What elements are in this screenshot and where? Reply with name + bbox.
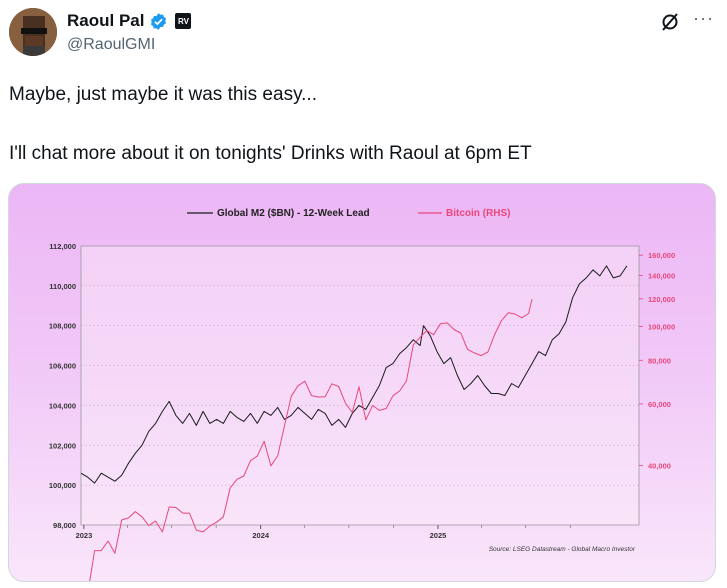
avatar[interactable] [9, 8, 57, 56]
plot-area [80, 245, 640, 526]
y-left-tick-label: 104,000 [49, 401, 76, 410]
more-options-button[interactable]: ··· [693, 8, 714, 28]
author-name[interactable]: Raoul Pal [67, 11, 145, 30]
y-right-tick-label: 40,000 [648, 461, 671, 470]
tweet-text-line1: Maybe, just maybe it was this easy... [9, 84, 317, 105]
chart-image[interactable]: 98,000 100,000 102,000 104,000 106,000 108,00… [8, 183, 716, 582]
y-right-tick-label: 100,000 [648, 322, 675, 331]
series-line-global-m2 [80, 265, 628, 484]
y-left-tick-label: 112,000 [49, 242, 76, 251]
chart: 98,000 100,000 102,000 104,000 106,000 108,00… [49, 208, 675, 581]
y-left-tick-label: 98,000 [53, 521, 76, 530]
verified-badge-icon [151, 12, 167, 30]
y-left-tick-label: 110,000 [49, 282, 76, 291]
x-tick-label: 2023 [76, 531, 93, 540]
y-right-tick-label: 160,000 [648, 251, 675, 260]
tweet-text-line2: I'll chat more about it on tonights' Dri… [9, 143, 532, 164]
chart-source-note: Source: LSEG Datastream - Global Macro I… [489, 546, 636, 553]
legend-label-btc: Bitcoin (RHS) [446, 208, 510, 219]
y-left-tick-label: 106,000 [49, 362, 76, 371]
y-left-tick-label: 108,000 [49, 322, 76, 331]
author-handle[interactable]: @RaoulGMI [67, 36, 156, 53]
y-left-tick-label: 102,000 [49, 441, 76, 450]
y-right-tick-label: 60,000 [648, 400, 671, 409]
legend-label-m2: Global M2 ($BN) - 12-Week Lead [217, 208, 370, 219]
grok-icon[interactable] [660, 12, 680, 32]
x-tick-label: 2025 [430, 531, 447, 540]
y-left-tick-label: 100,000 [49, 481, 76, 490]
pixel-art-avatar-icon [9, 8, 57, 56]
y-right-tick-label: 140,000 [648, 271, 675, 280]
y-right-tick-label: 120,000 [648, 295, 675, 304]
affiliate-badge[interactable]: RV [175, 13, 192, 29]
y-right-tick-label: 80,000 [648, 356, 671, 365]
x-tick-label: 2024 [252, 531, 270, 540]
series-line-bitcoin [89, 298, 533, 581]
